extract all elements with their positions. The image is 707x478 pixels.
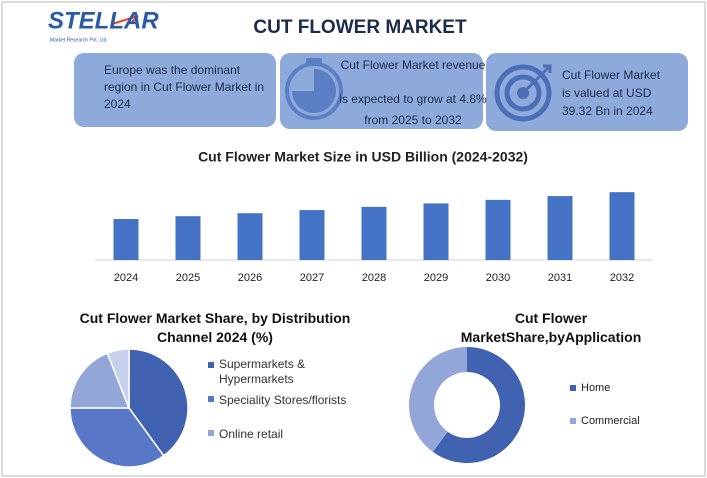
x-tick-label: 2027 [300, 272, 324, 284]
bar [547, 196, 573, 260]
logo-arrow [111, 15, 139, 25]
bar [175, 216, 201, 260]
info-text: from 2025 to 2032 [364, 113, 462, 127]
info-text: Cut Flower Market revenue [341, 58, 486, 72]
legend-marker [208, 396, 214, 402]
logo: STELLAR Market Research Pvt. Ltd. [48, 7, 159, 43]
info-text: 2024 [104, 97, 131, 111]
legend-label: Speciality Stores/florists [219, 393, 347, 407]
bar-chart-title: Cut Flower Market Size in USD Billion (2… [198, 149, 528, 165]
legend-marker [208, 362, 214, 368]
x-tick-label: 2025 [176, 272, 200, 284]
info-text: 39.32 Bn in 2024 [562, 104, 653, 118]
pie-chart-title: Cut Flower Market Share, by Distribution… [79, 310, 351, 345]
bar [485, 199, 511, 260]
bar [609, 192, 635, 260]
bar [299, 210, 325, 260]
logo-name: STELLAR [48, 7, 159, 34]
x-tick-label: 2031 [548, 272, 572, 284]
x-tick-label: 2026 [238, 272, 262, 284]
legend-label: Online retail [219, 427, 284, 441]
page-title: CUT FLOWER MARKET [253, 17, 467, 38]
pie-slice [69, 352, 131, 409]
legend-label: Supermarkets & Hypermarkets [219, 357, 306, 386]
info-text: Europe was the dominant [104, 63, 241, 77]
x-tick-label: 2029 [424, 272, 448, 284]
info-text: region in Cut Flower Market in [104, 80, 264, 94]
logo-tagline: Market Research Pvt. Ltd. [50, 37, 108, 43]
x-tick-label: 2028 [362, 272, 386, 284]
x-tick-label: 2024 [114, 272, 138, 284]
pie-slice [128, 348, 189, 457]
stopwatch-icon [285, 58, 343, 120]
target-icon [494, 64, 552, 122]
legend-box: Online retail [219, 427, 284, 441]
info-box [74, 53, 276, 127]
legend-label: Commercial [581, 415, 640, 427]
pie-title-box: Cut Flower Market Share, by Distribution… [79, 310, 351, 345]
legend-box: Supermarkets & Hypermarkets [219, 357, 306, 386]
legend-marker [208, 430, 214, 436]
bar [423, 203, 449, 260]
legend-marker [570, 418, 576, 424]
info-text: Cut Flower Market [562, 68, 661, 82]
donut-title-box: Cut Flower MarketShare,byApplication 202… [460, 310, 642, 351]
info-text: is expected to grow at 4.8% [339, 92, 487, 106]
bar [361, 206, 387, 260]
legend-box: Speciality Stores/florists [219, 393, 347, 407]
donut-chart-title: Cut Flower MarketShare,byApplication 202… [460, 310, 642, 351]
bar [237, 213, 263, 260]
pie-slice [69, 407, 165, 468]
legend-label: Home [581, 382, 610, 394]
pie-slice [106, 348, 130, 409]
donut-slice [409, 347, 467, 452]
bar [113, 219, 139, 260]
legend-marker [570, 385, 576, 391]
x-tick-label: 2032 [610, 272, 634, 284]
x-tick-label: 2030 [486, 272, 510, 284]
info-text: is valued at USD [562, 86, 652, 100]
donut-slice [432, 347, 526, 463]
